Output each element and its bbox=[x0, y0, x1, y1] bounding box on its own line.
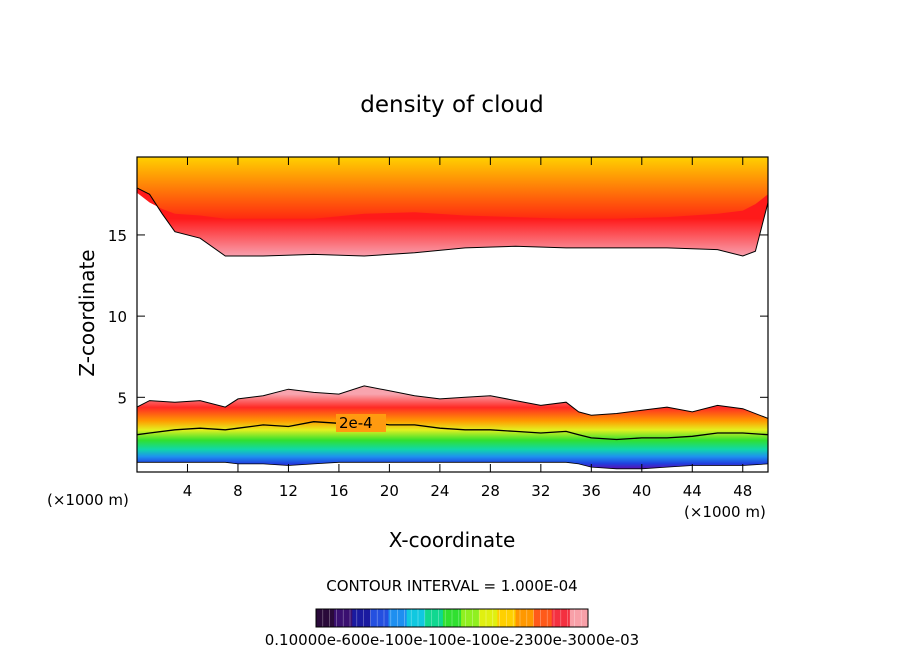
colorbar-swatch bbox=[424, 609, 444, 627]
y-tick-label: 10 bbox=[108, 308, 127, 326]
colorbar-swatch bbox=[370, 609, 390, 627]
x-tick-label: 48 bbox=[733, 482, 752, 500]
x-tick-label: 24 bbox=[430, 482, 449, 500]
x-unit-left: (×1000 m) bbox=[47, 491, 129, 509]
x-tick-label: 40 bbox=[632, 482, 651, 500]
y-tick-label: 15 bbox=[108, 227, 127, 245]
x-tick-label: 28 bbox=[481, 482, 500, 500]
contour-2e-4-line bbox=[137, 421, 768, 441]
lower-contour-line-top bbox=[137, 385, 768, 419]
colorbar bbox=[316, 609, 589, 627]
colorbar-swatch bbox=[533, 609, 553, 627]
colorbar-swatch bbox=[388, 609, 408, 627]
x-tick-label: 44 bbox=[683, 482, 702, 500]
contour-label: 2e-4 bbox=[339, 414, 373, 432]
colorbar-frame bbox=[315, 608, 589, 628]
colorbar-swatch bbox=[515, 609, 535, 627]
y-axis-ticks: 5 10 15 bbox=[108, 227, 768, 407]
colorbar-swatch bbox=[316, 609, 335, 627]
colorbar-labels: 0.10000e-600e-100e-100e-100e-2300e-3000e… bbox=[265, 631, 639, 649]
lower-contour-line-base bbox=[137, 461, 768, 470]
y-axis-label: Z-coordinate bbox=[75, 249, 99, 376]
x-tick-label: 20 bbox=[380, 482, 399, 500]
x-axis-ticks: 4 8 12 16 20 24 28 32 36 40 44 48 bbox=[183, 157, 752, 500]
lower-cloud-layer bbox=[137, 385, 768, 469]
plot-frame bbox=[136, 156, 769, 473]
x-unit-right: (×1000 m) bbox=[684, 503, 766, 521]
colorbar-swatch bbox=[461, 609, 480, 627]
upper-contour-line bbox=[137, 187, 768, 257]
plot-area bbox=[137, 157, 768, 470]
colorbar-swatch bbox=[442, 609, 462, 627]
x-tick-label: 12 bbox=[279, 482, 298, 500]
contour-label-bg bbox=[336, 414, 386, 432]
x-axis-label: X-coordinate bbox=[389, 528, 516, 552]
x-tick-label: 32 bbox=[531, 482, 550, 500]
contour-interval: CONTOUR INTERVAL = 1.000E-04 bbox=[326, 577, 577, 595]
colorbar-swatch bbox=[334, 609, 353, 627]
colorbar-swatch bbox=[497, 609, 516, 627]
colorbar-swatch bbox=[569, 609, 589, 627]
colorbar-swatch bbox=[406, 609, 426, 627]
upper-cloud-base-gradient bbox=[137, 187, 768, 256]
y-tick-label: 5 bbox=[117, 389, 127, 407]
colorbar-swatch bbox=[352, 609, 371, 627]
x-tick-label: 36 bbox=[582, 482, 601, 500]
colorbar-swatch bbox=[551, 609, 571, 627]
x-tick-label: 8 bbox=[233, 482, 243, 500]
colorbar-swatch bbox=[479, 609, 498, 627]
x-tick-label: 16 bbox=[329, 482, 348, 500]
chart-title: density of cloud bbox=[360, 92, 543, 118]
x-tick-label: 4 bbox=[183, 482, 193, 500]
